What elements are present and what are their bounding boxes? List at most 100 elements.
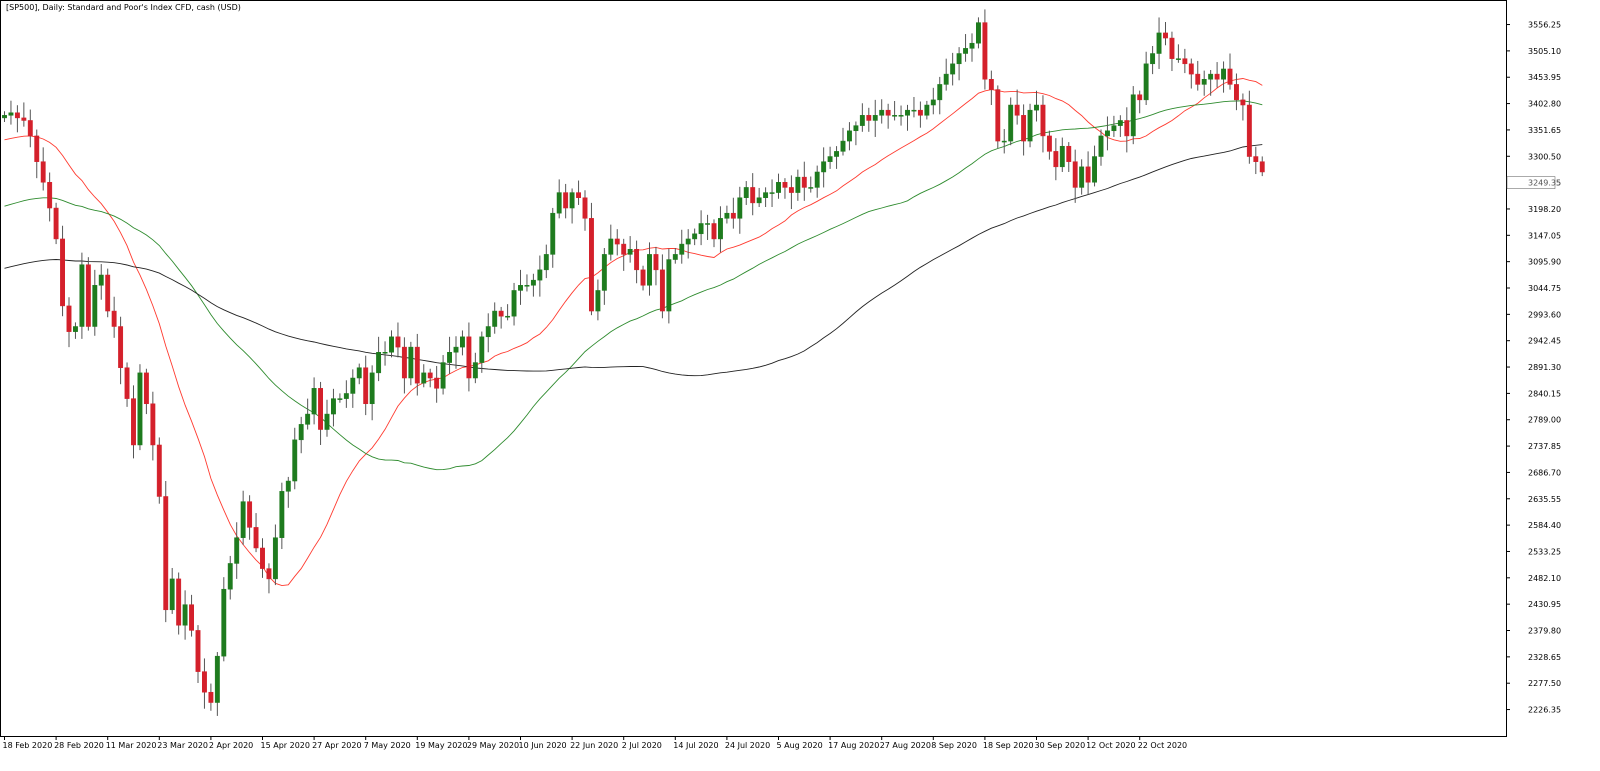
bull-candle [2, 115, 7, 119]
y-tick-label: 2277.50 [1528, 679, 1561, 688]
bear-candle [466, 336, 472, 379]
bull-candle [834, 151, 839, 157]
y-tick-label: 2993.60 [1528, 310, 1561, 319]
bull-candle [79, 264, 85, 327]
bear-candle [730, 212, 736, 219]
bear-candle [21, 117, 27, 121]
bull-candle [518, 285, 523, 291]
bull-candle [1221, 68, 1226, 80]
bear-candle [1040, 104, 1046, 137]
bear-candle [266, 568, 272, 580]
time-axis: 18 Feb 2020 28 Feb 2020 11 Mar 2020 23 Mar … [3, 736, 1187, 750]
bear-candle [202, 671, 207, 693]
bear-candle [1169, 37, 1175, 59]
bear-candle [253, 527, 259, 549]
bear-candle [1227, 68, 1233, 85]
y-tick-label: 2584.40 [1528, 521, 1561, 530]
bull-candle [337, 398, 343, 400]
bull-candle [511, 290, 517, 317]
bull-candle [272, 537, 278, 580]
y-tick-label: 3147.05 [1528, 231, 1561, 240]
bear-candle [1253, 156, 1259, 162]
bear-candle [14, 112, 20, 119]
bear-candle [111, 310, 117, 327]
moving-average-fast [4, 78, 1263, 587]
bull-candle [279, 491, 285, 538]
y-tick-label: 2328.65 [1528, 653, 1561, 662]
y-tick-label: 2379.80 [1528, 627, 1561, 636]
bull-candle [853, 125, 859, 132]
bear-candle [653, 254, 659, 271]
x-tick-label: 7 May 2020 [364, 741, 411, 750]
bull-candle [943, 73, 949, 85]
bull-candle [814, 171, 820, 188]
bear-candle [434, 377, 440, 389]
bear-candle [363, 367, 369, 405]
bull-candle [705, 223, 710, 225]
bull-candle [331, 398, 336, 415]
bull-candle [698, 223, 704, 235]
y-tick-label: 2686.70 [1528, 468, 1561, 477]
bull-candle [1201, 79, 1207, 85]
bear-candle [1021, 115, 1027, 142]
bear-candle [1072, 161, 1078, 188]
bear-candle [163, 496, 169, 611]
bull-candle [137, 372, 143, 446]
bull-candle [92, 285, 98, 327]
bear-candle [27, 120, 33, 137]
x-tick-label: 17 Aug 2020 [828, 741, 879, 750]
bull-candle [827, 156, 833, 162]
bear-candle [195, 630, 201, 672]
bear-candle [1182, 58, 1188, 65]
bull-candle [937, 84, 943, 101]
bull-candle [647, 254, 652, 286]
bull-candle [724, 212, 730, 219]
bull-candle [1105, 130, 1110, 137]
bear-candle [1053, 151, 1059, 168]
x-tick-label: 18 Feb 2020 [3, 741, 53, 750]
bull-candle [569, 192, 575, 209]
bear-candle [788, 187, 794, 193]
bear-candle [782, 182, 788, 188]
y-tick-label: 2533.25 [1528, 547, 1561, 556]
chart-title: [SP500], Daily: Standard and Poor's Inde… [6, 3, 241, 12]
bull-candle [285, 480, 291, 492]
bull-candle [505, 315, 511, 318]
bull-candle [879, 109, 885, 116]
bull-candle [485, 326, 491, 338]
x-tick-label: 12 Oct 2020 [1086, 741, 1135, 750]
bear-candle [1240, 99, 1246, 106]
bear-candle [634, 248, 640, 271]
x-tick-label: 2 Apr 2020 [209, 741, 253, 750]
candles [2, 9, 1265, 716]
bull-candle [898, 115, 904, 117]
bull-candle [905, 109, 910, 116]
bull-candle [718, 218, 723, 240]
y-tick-label: 2226.35 [1528, 706, 1561, 715]
bull-candle [453, 346, 459, 353]
bear-candle [1234, 84, 1239, 101]
bull-candle [1208, 73, 1214, 80]
bear-candle [621, 243, 627, 255]
bull-candle [472, 362, 478, 379]
bull-candle [685, 238, 691, 245]
bear-candle [995, 89, 1001, 142]
bull-candle [234, 537, 240, 564]
bull-candle [324, 413, 330, 430]
bear-candle [40, 161, 46, 183]
bull-candle [240, 501, 246, 538]
bull-candle [1034, 104, 1039, 111]
bear-candle [498, 310, 504, 317]
bull-candle [672, 254, 678, 260]
bull-candle [408, 346, 414, 379]
bull-candle [305, 413, 311, 425]
moving-average-slow [4, 144, 1263, 377]
x-tick-label: 19 May 2020 [415, 741, 467, 750]
bear-candle [982, 22, 988, 80]
bull-candle [169, 578, 175, 611]
bear-candle [1046, 135, 1052, 152]
bull-candle [182, 604, 188, 626]
bull-candle [666, 259, 672, 312]
bull-candle [969, 42, 975, 49]
